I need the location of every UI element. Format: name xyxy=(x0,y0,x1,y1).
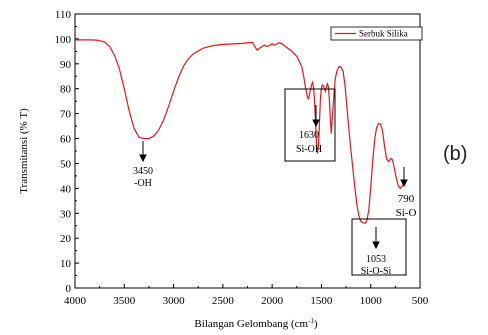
x-axis-ticks: 4000 3500 3000 2500 2000 1500 1000 500 xyxy=(64,284,429,307)
y-tick-label: 10 xyxy=(60,258,72,270)
y-axis-title: Transmitansi (% T) xyxy=(18,108,30,194)
annotation-3450-wavenumber: 3450 xyxy=(133,166,153,177)
x-tick-label: 3000 xyxy=(163,295,186,307)
annotation-1630-wavenumber: 1630 xyxy=(299,130,319,141)
annotation-1053-wavenumber: 1053 xyxy=(366,254,386,265)
y-tick-label: 60 xyxy=(60,134,72,146)
y-tick-label: 30 xyxy=(60,208,72,220)
x-tick-label: 1000 xyxy=(360,295,383,307)
annotation-790-group: Si-O xyxy=(396,207,417,219)
legend: Serbuk Silika xyxy=(330,26,423,41)
y-tick-label: 0 xyxy=(66,283,72,295)
x-tick-label: 3500 xyxy=(113,295,136,307)
y-tick-label: 70 xyxy=(60,109,72,121)
x-tick-label: 1500 xyxy=(310,295,333,307)
annotation-790-wavenumber: 790 xyxy=(398,193,415,205)
y-tick-label: 100 xyxy=(55,34,72,46)
x-axis-title-main: Bilangan Gelombang (cm xyxy=(194,318,308,330)
y-tick-label: 40 xyxy=(60,183,72,195)
series-line-serbuk-silika xyxy=(75,39,406,224)
y-axis-ticks: 0 10 20 30 40 50 60 70 80 90 100 110 xyxy=(55,9,79,295)
x-tick-label: 4000 xyxy=(64,295,87,307)
panel-label: (b) xyxy=(443,143,467,165)
y-tick-label: 80 xyxy=(60,84,72,96)
legend-label: Serbuk Silika xyxy=(359,29,408,39)
arrow-790-head xyxy=(400,179,408,188)
x-axis-title-end: ) xyxy=(314,318,318,330)
annotation-1630-group: Si-OH xyxy=(296,144,322,155)
x-tick-label: 2500 xyxy=(212,295,235,307)
annotation-arrows xyxy=(139,105,408,250)
annotation-box-1053 xyxy=(351,218,407,276)
annotation-1053-group: Si-O-Si xyxy=(361,266,392,277)
legend-box xyxy=(330,26,423,41)
y-tick-label: 90 xyxy=(60,59,72,71)
arrow-3450-head xyxy=(139,154,147,163)
x-tick-label: 2000 xyxy=(261,295,284,307)
annotation-3450-group: -OH xyxy=(134,178,152,189)
x-tick-label: 500 xyxy=(412,295,429,307)
y-tick-label: 50 xyxy=(60,158,72,170)
annotation-box-1630 xyxy=(284,88,336,162)
arrow-1053-head xyxy=(372,241,380,250)
arrow-1630-head xyxy=(312,119,320,128)
x-axis-title: Bilangan Gelombang (cm-1) xyxy=(194,317,317,330)
y-tick-label: 20 xyxy=(60,233,72,245)
x-axis-title-superscript: -1 xyxy=(308,317,314,325)
y-tick-label: 110 xyxy=(55,9,72,21)
plot-frame xyxy=(74,13,421,289)
